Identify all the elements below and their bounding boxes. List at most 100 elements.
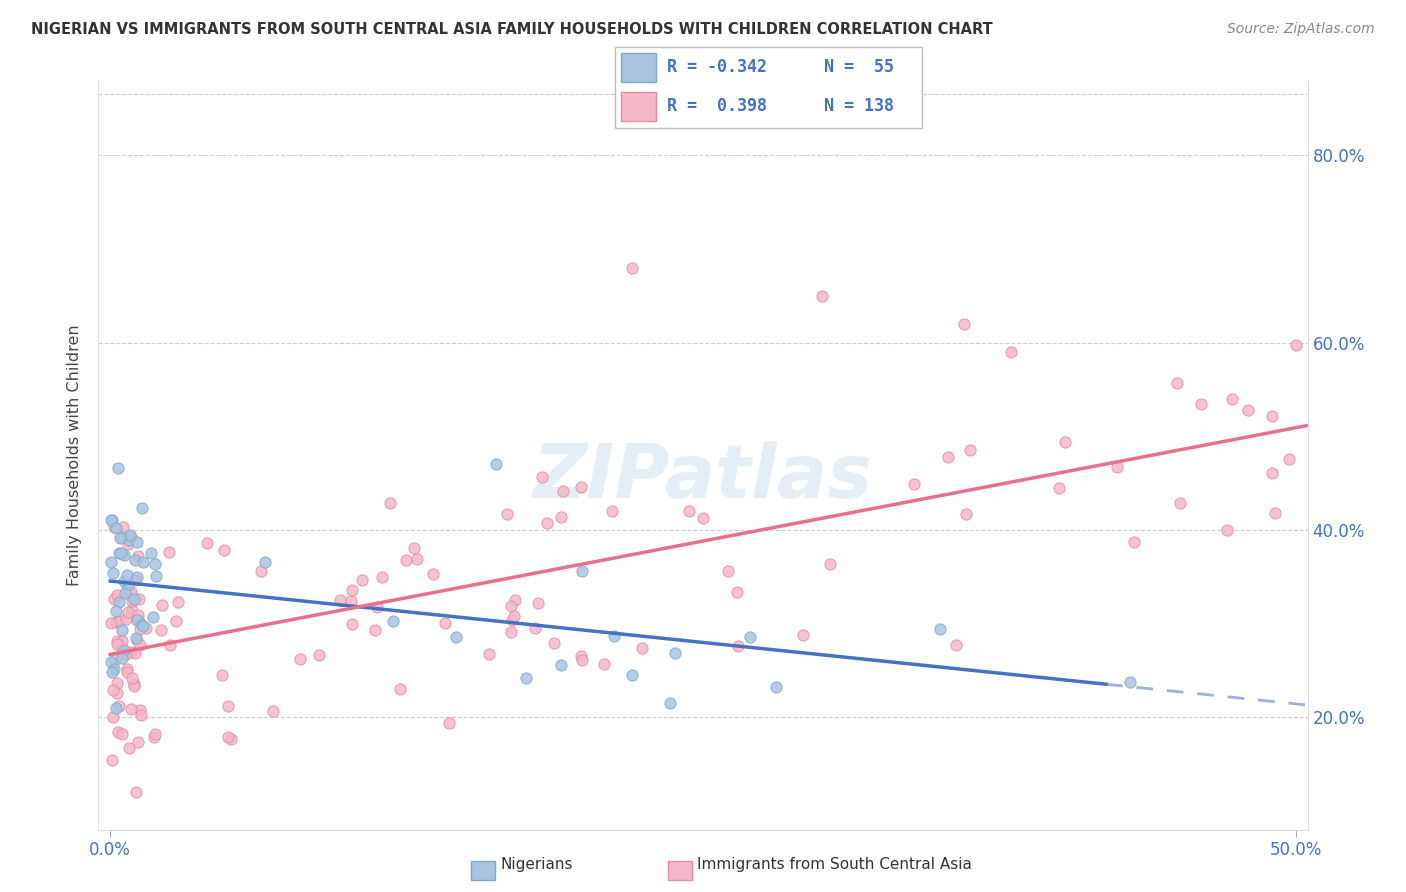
Point	[103, 662, 125, 676]
Point	[125, 570, 148, 584]
Point	[128, 591, 150, 606]
Point	[620, 260, 643, 275]
Point	[121, 702, 143, 716]
Point	[115, 579, 138, 593]
Point	[108, 636, 131, 650]
Point	[371, 569, 394, 583]
Point	[143, 557, 166, 571]
Point	[1105, 459, 1128, 474]
Text: Immigrants from South Central Asia: Immigrants from South Central Asia	[697, 857, 973, 872]
Point	[553, 483, 575, 498]
Point	[290, 652, 312, 666]
Point	[115, 665, 138, 679]
Point	[524, 621, 547, 635]
Point	[122, 677, 145, 691]
Point	[124, 573, 146, 587]
Point	[1237, 402, 1260, 417]
Point	[329, 593, 352, 607]
Point	[118, 527, 141, 541]
Point	[101, 665, 124, 679]
Point	[128, 622, 150, 636]
Point	[120, 645, 142, 659]
Point	[501, 599, 523, 614]
Point	[107, 461, 129, 475]
Point	[108, 594, 131, 608]
Point	[631, 640, 654, 655]
Point	[422, 566, 444, 581]
Point	[108, 545, 131, 559]
Point	[503, 609, 526, 624]
Point	[381, 614, 404, 628]
Point	[1216, 523, 1239, 537]
Point	[717, 564, 740, 578]
Point	[501, 613, 523, 627]
Point	[620, 668, 643, 682]
Text: Source: ZipAtlas.com: Source: ZipAtlas.com	[1227, 22, 1375, 37]
Point	[219, 731, 242, 746]
Point	[117, 537, 139, 551]
Point	[129, 708, 152, 723]
Point	[501, 624, 523, 639]
Point	[1264, 506, 1286, 520]
Point	[197, 536, 219, 550]
Point	[503, 592, 526, 607]
Point	[105, 615, 128, 630]
Point	[104, 653, 127, 667]
Point	[103, 566, 125, 580]
Point	[111, 633, 134, 648]
Point	[496, 508, 519, 522]
Point	[250, 565, 273, 579]
Point	[165, 614, 187, 628]
Point	[111, 623, 134, 637]
Point	[127, 735, 149, 749]
Point	[103, 682, 125, 697]
Point	[340, 583, 363, 598]
Point	[569, 480, 592, 494]
Point	[105, 686, 128, 700]
Point	[1166, 376, 1188, 390]
Point	[112, 548, 135, 562]
Point	[110, 546, 132, 560]
Point	[107, 698, 129, 713]
Point	[308, 648, 330, 662]
Y-axis label: Family Households with Children: Family Households with Children	[67, 324, 83, 586]
Text: Nigerians: Nigerians	[501, 857, 574, 872]
Point	[571, 564, 593, 578]
Point	[692, 511, 714, 525]
Point	[121, 603, 143, 617]
Text: R =  0.398: R = 0.398	[666, 96, 766, 114]
Point	[132, 619, 155, 633]
Point	[114, 647, 136, 661]
Point	[118, 576, 141, 591]
Point	[569, 649, 592, 664]
Point	[100, 655, 122, 669]
Point	[159, 638, 181, 652]
Point	[1261, 409, 1284, 423]
Point	[100, 513, 122, 527]
Point	[792, 628, 814, 642]
Point	[593, 657, 616, 671]
Point	[903, 477, 925, 491]
Point	[150, 598, 173, 612]
Point	[135, 621, 157, 635]
Point	[659, 696, 682, 710]
Point	[378, 496, 401, 510]
Point	[105, 700, 128, 714]
Point	[366, 599, 388, 614]
Point	[122, 591, 145, 606]
Point	[118, 533, 141, 547]
Point	[115, 612, 138, 626]
Point	[600, 504, 623, 518]
Point	[437, 715, 460, 730]
Point	[402, 541, 425, 556]
Point	[1054, 435, 1077, 450]
Point	[105, 588, 128, 602]
Point	[526, 596, 548, 610]
Point	[340, 594, 363, 608]
Point	[129, 703, 152, 717]
Point	[364, 624, 387, 638]
Point	[664, 646, 686, 660]
Point	[406, 552, 429, 566]
Point	[101, 753, 124, 767]
Point	[952, 317, 974, 331]
